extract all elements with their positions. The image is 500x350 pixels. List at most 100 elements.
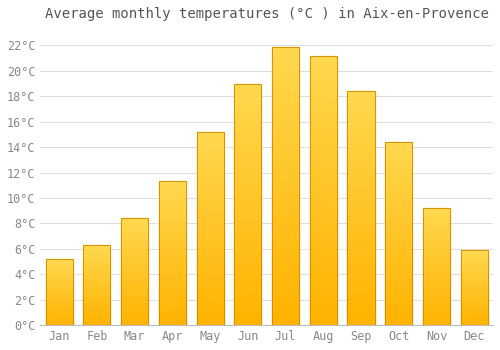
Bar [159,305,186,308]
Bar [121,236,148,238]
Bar [385,292,412,296]
Bar [234,282,262,287]
Bar [385,149,412,153]
Bar [385,168,412,172]
Bar [348,110,374,114]
Bar [121,321,148,323]
Bar [234,137,262,141]
Bar [234,233,262,238]
Bar [234,84,262,88]
Bar [234,229,262,233]
Bar [348,241,374,246]
Bar [46,262,73,263]
Bar [385,288,412,292]
Bar [121,317,148,319]
Bar [196,290,224,294]
Bar [121,261,148,263]
Bar [121,298,148,300]
Bar [272,214,299,219]
Bar [84,320,110,322]
Bar [423,210,450,213]
Bar [423,250,450,253]
Bar [159,202,186,204]
Bar [84,263,110,264]
Bar [385,175,412,178]
Bar [460,290,488,292]
Bar [272,169,299,175]
Bar [196,298,224,302]
Bar [272,108,299,113]
Bar [310,260,337,266]
Bar [196,213,224,217]
Bar [460,283,488,285]
Bar [234,151,262,156]
Bar [385,178,412,182]
Bar [196,236,224,240]
Bar [348,297,374,302]
Bar [159,288,186,291]
Bar [196,321,224,325]
Bar [84,245,110,325]
Bar [423,274,450,276]
Bar [310,56,337,325]
Bar [159,233,186,236]
Bar [159,187,186,190]
Bar [46,303,73,304]
Bar [46,286,73,287]
Bar [84,272,110,274]
Bar [385,142,412,325]
Bar [159,322,186,325]
Bar [272,47,299,325]
Bar [423,285,450,288]
Bar [121,285,148,287]
Bar [385,157,412,160]
Bar [46,278,73,279]
Bar [159,294,186,296]
Bar [348,124,374,128]
Bar [310,276,337,282]
Bar [272,208,299,214]
Bar [121,246,148,248]
Bar [234,175,262,180]
Bar [460,271,488,273]
Bar [121,242,148,244]
Bar [196,132,224,136]
Bar [348,321,374,325]
Bar [234,141,262,146]
Bar [159,296,186,299]
Bar [310,298,337,303]
Bar [272,286,299,292]
Bar [159,242,186,245]
Bar [234,170,262,175]
Bar [385,226,412,230]
Bar [196,287,224,290]
Bar [348,175,374,180]
Bar [84,277,110,279]
Bar [423,281,450,283]
Bar [423,253,450,255]
Bar [348,293,374,297]
Bar [46,259,73,260]
Bar [234,98,262,103]
Bar [234,248,262,253]
Bar [196,144,224,147]
Bar [159,196,186,199]
Bar [121,225,148,227]
Bar [84,290,110,292]
Bar [348,189,374,194]
Bar [310,158,337,163]
Bar [196,271,224,275]
Bar [348,222,374,227]
Bar [234,199,262,204]
Bar [84,258,110,259]
Bar [460,268,488,270]
Bar [234,108,262,112]
Bar [423,218,450,220]
Bar [310,131,337,136]
Bar [46,270,73,271]
Bar [310,66,337,72]
Bar [423,257,450,260]
Bar [385,237,412,241]
Bar [159,222,186,225]
Bar [159,320,186,322]
